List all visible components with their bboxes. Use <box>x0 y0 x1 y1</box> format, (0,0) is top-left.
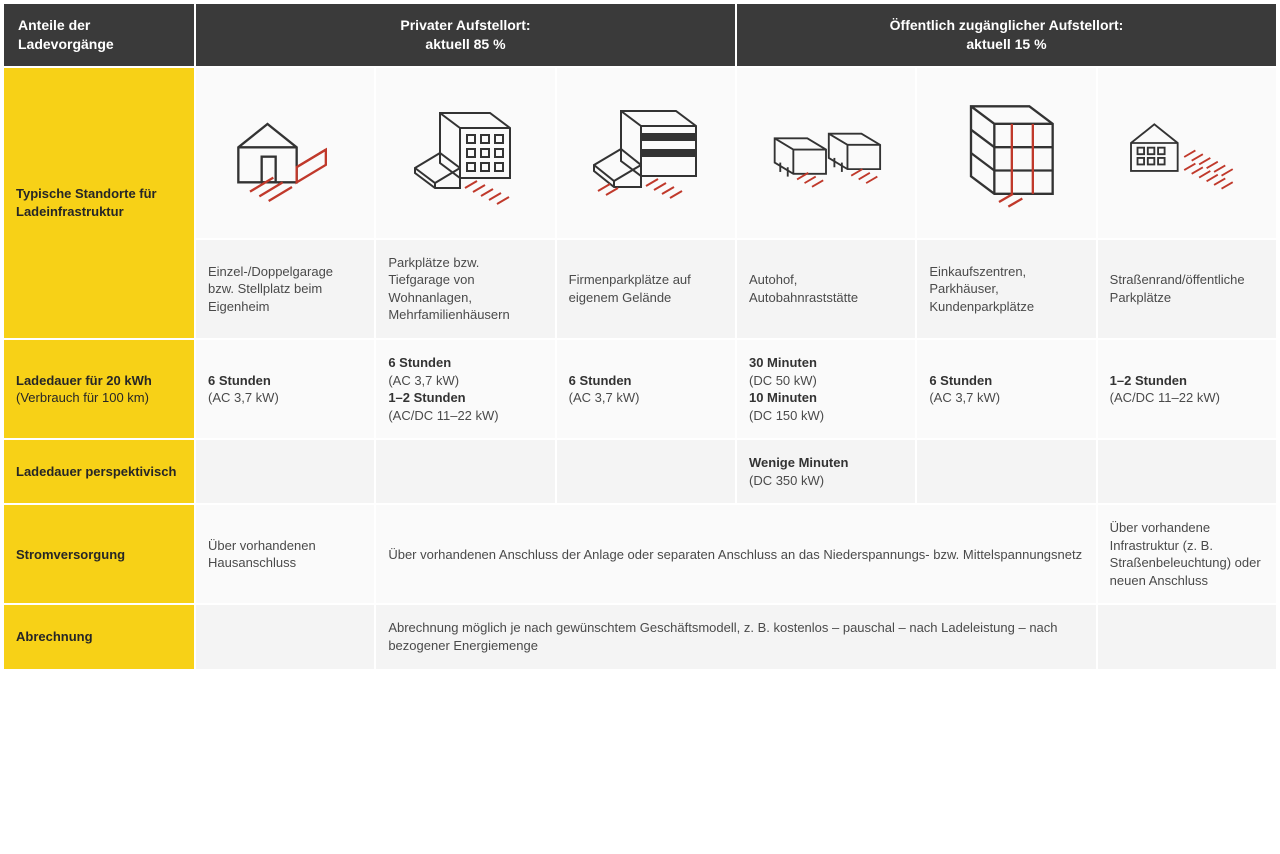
header-public: Öffentlich zugänglicher Aufstellort: akt… <box>737 4 1276 66</box>
icon-cell-street <box>1098 68 1276 238</box>
header-private-text: Privater Aufstellort: aktuell 85 % <box>400 16 530 54</box>
charging-infrastructure-table: Anteile der Ladevorgänge Privater Aufste… <box>4 4 1276 669</box>
billing-1 <box>196 605 374 668</box>
rowlabel-billing: Abrechnung <box>4 605 194 668</box>
rowlabel-future-text: Ladedauer perspektivisch <box>16 463 176 481</box>
loc-desc-5: Einkaufszentren, Parkhäuser, Kundenparkp… <box>917 240 1095 338</box>
header-left-text: Anteile der Ladevorgänge <box>18 16 180 54</box>
street-parking-icon <box>1117 101 1257 204</box>
header-left: Anteile der Ladevorgänge <box>4 4 194 66</box>
power-1: Über vorhandenen Hausanschluss <box>196 505 374 603</box>
icon-cell-home <box>196 68 374 238</box>
icon-cell-company <box>557 68 735 238</box>
icon-cell-reststop <box>737 68 915 238</box>
future-3 <box>557 440 735 503</box>
rowlabel-duration-sub: (Verbrauch für 100 km) <box>16 390 149 405</box>
dur-3: 6 Stunden(AC 3,7 kW) <box>557 340 735 438</box>
loc-desc-4: Autohof, Autobahnraststätte <box>737 240 915 338</box>
house-garage-icon <box>215 89 355 217</box>
rowlabel-billing-text: Abrechnung <box>16 628 93 646</box>
icon-cell-parking-garage <box>917 68 1095 238</box>
future-4: Wenige Minuten(DC 350 kW) <box>737 440 915 503</box>
power-6: Über vorhandene Infrastruktur (z. B. Str… <box>1098 505 1276 603</box>
rowlabel-locations: Typische Standorte für Ladeinfra­struktu… <box>4 68 194 338</box>
future-5 <box>917 440 1095 503</box>
icon-cell-apartment <box>376 68 554 238</box>
rowlabel-future: Ladedauer perspektivisch <box>4 440 194 503</box>
dur-5: 6 Stunden(AC 3,7 kW) <box>917 340 1095 438</box>
future-2 <box>376 440 554 503</box>
apartment-building-icon <box>395 93 535 213</box>
rowlabel-duration-text: Ladedauer für 20 kWh <box>16 373 152 388</box>
dur-6: 1–2 Stunden(AC/DC 11–22 kW) <box>1098 340 1276 438</box>
loc-desc-6: Straßenrand/öffentliche Parkplätze <box>1098 240 1276 338</box>
rowlabel-power: Stromversorgung <box>4 505 194 603</box>
loc-desc-1: Einzel-/Doppelgarage bzw. Stellplatz bei… <box>196 240 374 338</box>
rowlabel-power-text: Stromversorgung <box>16 546 125 564</box>
dur-4: 30 Minuten(DC 50 kW) 10 Minuten(DC 150 k… <box>737 340 915 438</box>
dur-2: 6 Stunden(AC 3,7 kW) 1–2 Stunden(AC/DC 1… <box>376 340 554 438</box>
parking-garage-icon <box>936 83 1076 223</box>
rowlabel-locations-text: Typische Standorte für Ladeinfra­struktu… <box>16 185 182 220</box>
future-6 <box>1098 440 1276 503</box>
office-building-icon <box>576 93 716 213</box>
dur-1: 6 Stunden(AC 3,7 kW) <box>196 340 374 438</box>
power-2-5: Über vorhandenen Anschluss der Anlage od… <box>376 505 1095 603</box>
billing-6 <box>1098 605 1276 668</box>
header-private: Privater Aufstellort: aktuell 85 % <box>196 4 735 66</box>
future-1 <box>196 440 374 503</box>
loc-desc-3: Firmenparkplätze auf eigenem Gelände <box>557 240 735 338</box>
header-public-text: Öffentlich zugänglicher Aufstellort: akt… <box>890 16 1124 54</box>
billing-2-5: Abrechnung möglich je nach gewünschtem G… <box>376 605 1095 668</box>
loc-desc-2: Parkplätze bzw. Tiefgarage von Wohnanlag… <box>376 240 554 338</box>
rest-stop-icon <box>756 101 896 204</box>
rowlabel-duration: Ladedauer für 20 kWh (Verbrauch für 100 … <box>4 340 194 438</box>
